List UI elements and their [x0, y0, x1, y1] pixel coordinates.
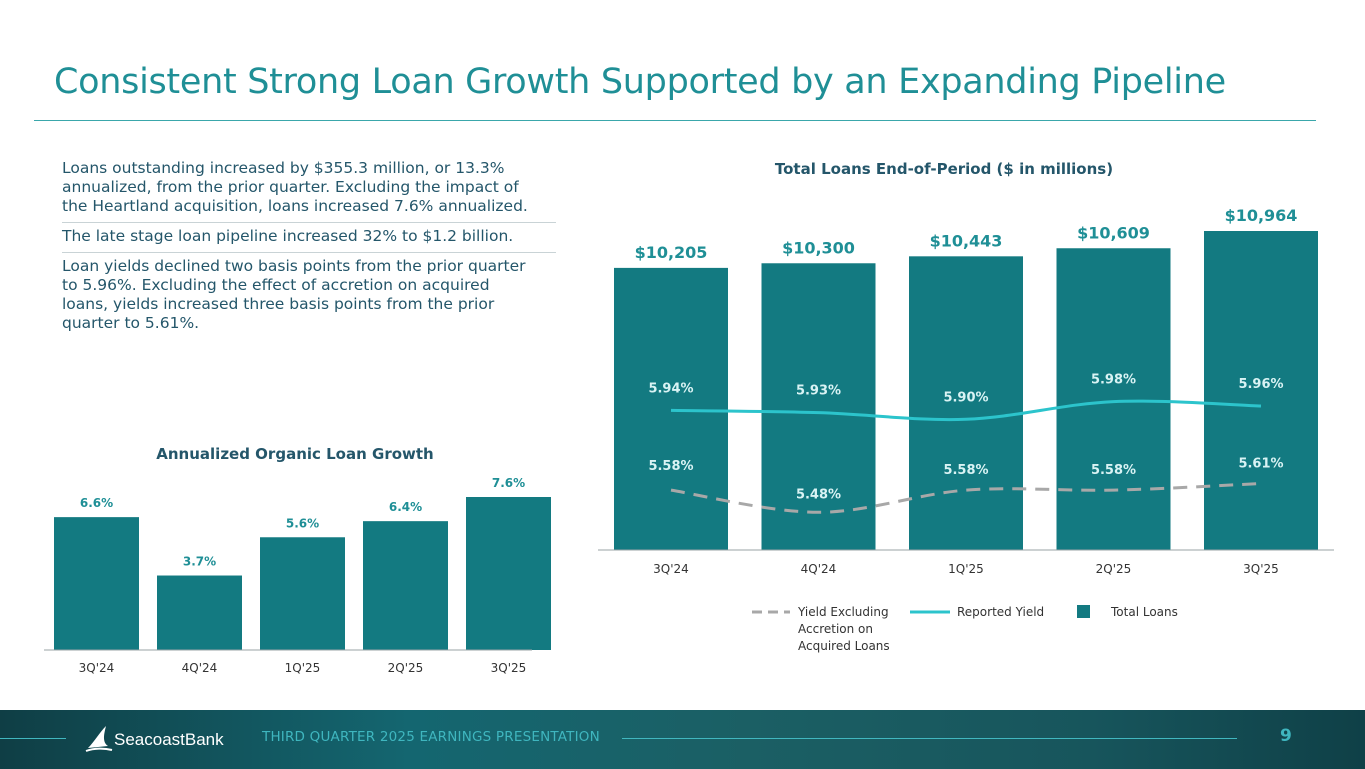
excl-yield-label: 5.58%	[943, 463, 988, 478]
excl-yield-label: 5.48%	[796, 487, 841, 502]
growth-value-label: 3.7%	[183, 555, 216, 569]
reported-yield-line	[670, 399, 1262, 422]
loans-value-label: $10,964	[1225, 206, 1298, 225]
loans-category-label: 2Q'25	[1096, 562, 1132, 576]
sail-logo-icon	[85, 726, 113, 752]
loans-category-label: 3Q'24	[653, 562, 689, 576]
loans-category-label: 1Q'25	[948, 562, 984, 576]
growth-category-label: 2Q'25	[388, 661, 424, 675]
bullet-line: quarter to 5.61%.	[62, 314, 200, 332]
growth-value-label: 6.4%	[389, 500, 422, 514]
excl-yield-label: 5.61%	[1238, 457, 1283, 472]
growth-bar-4	[466, 497, 551, 650]
loans-value-label: $10,609	[1077, 223, 1150, 242]
slide-title: Consistent Strong Loan Growth Supported …	[54, 62, 1226, 102]
legend-label: Reported Yield	[957, 605, 1044, 619]
bullet-line: to 5.96%. Excluding the effect of accret…	[62, 276, 490, 294]
reported-yield-label: 5.90%	[943, 390, 988, 405]
legend-box-swatch	[1077, 605, 1090, 618]
bullet-line: annualized, from the prior quarter. Excl…	[62, 178, 519, 196]
growth-value-label: 5.6%	[286, 516, 319, 530]
bullet-line: The late stage loan pipeline increased 3…	[62, 227, 514, 245]
growth-bar-3	[363, 521, 448, 650]
bullet-pipeline: The late stage loan pipeline increased 3…	[62, 222, 556, 252]
loans-value-label: $10,300	[782, 238, 855, 257]
bullet-line: Loan yields declined two basis points fr…	[62, 257, 526, 275]
loans-bar-4	[1204, 231, 1318, 550]
footer-rule-left	[0, 738, 66, 739]
legend-label: Total Loans	[1110, 605, 1178, 619]
charts-canvas: Annualized Organic Loan Growth 6.6% 3Q'24 3…	[44, 160, 1334, 675]
reported-yield-label: 5.93%	[796, 384, 841, 399]
legend-label: Acquired Loans	[798, 639, 890, 653]
loans-category-label: 4Q'24	[801, 562, 837, 576]
reported-yield-label: 5.96%	[1238, 377, 1283, 392]
loans-bar-3	[1056, 248, 1171, 550]
growth-chart-title: Annualized Organic Loan Growth	[156, 445, 433, 463]
page-number: 9	[1280, 726, 1292, 746]
bullet-line: Loans outstanding increased by $355.3 mi…	[62, 159, 505, 177]
bullet-list: Loans outstanding increased by $355.3 mi…	[62, 155, 556, 339]
loans-value-label: $10,443	[930, 231, 1003, 250]
reported-yield-label: 5.94%	[648, 381, 693, 396]
bullet-line: loans, yields increased three basis poin…	[62, 295, 495, 313]
growth-bar-2	[260, 537, 345, 650]
loans-value-label: $10,205	[635, 243, 708, 262]
growth-value-label: 6.6%	[80, 496, 113, 510]
legend-label: Accretion on	[798, 622, 873, 636]
growth-category-label: 1Q'25	[285, 661, 321, 675]
legend-label: Yield Excluding	[797, 605, 889, 619]
growth-bar-1	[157, 575, 242, 650]
excl-yield-label: 5.58%	[648, 459, 693, 474]
growth-value-label: 7.6%	[492, 476, 525, 490]
title-divider	[34, 120, 1316, 121]
brand-logo: SeacoastBank	[84, 722, 244, 756]
yield-excluding-accretion-line	[670, 482, 1262, 514]
excl-yield-label: 5.58%	[1091, 463, 1136, 478]
growth-category-label: 3Q'25	[491, 661, 527, 675]
loans-bar-2	[909, 256, 1023, 550]
brand-name: SeacoastBank	[114, 730, 224, 749]
bullet-loans-outstanding: Loans outstanding increased by $355.3 mi…	[62, 155, 556, 222]
loans-category-label: 3Q'25	[1243, 562, 1279, 576]
growth-bar-0	[54, 517, 139, 650]
footer-rule-right	[622, 738, 1237, 739]
reported-yield-label: 5.98%	[1091, 373, 1136, 388]
bullet-loan-yields: Loan yields declined two basis points fr…	[62, 252, 556, 339]
bullet-line: the Heartland acquisition, loans increas…	[62, 197, 528, 215]
presentation-title: THIRD QUARTER 2025 EARNINGS PRESENTATION	[262, 729, 600, 745]
growth-category-label: 4Q'24	[182, 661, 218, 675]
footer-bar: SeacoastBank THIRD QUARTER 2025 EARNINGS…	[0, 710, 1365, 769]
loans-bar-0	[614, 267, 728, 550]
loans-chart-title: Total Loans End-of-Period ($ in millions…	[775, 160, 1113, 178]
loans-bar-1	[761, 263, 876, 550]
growth-category-label: 3Q'24	[79, 661, 115, 675]
